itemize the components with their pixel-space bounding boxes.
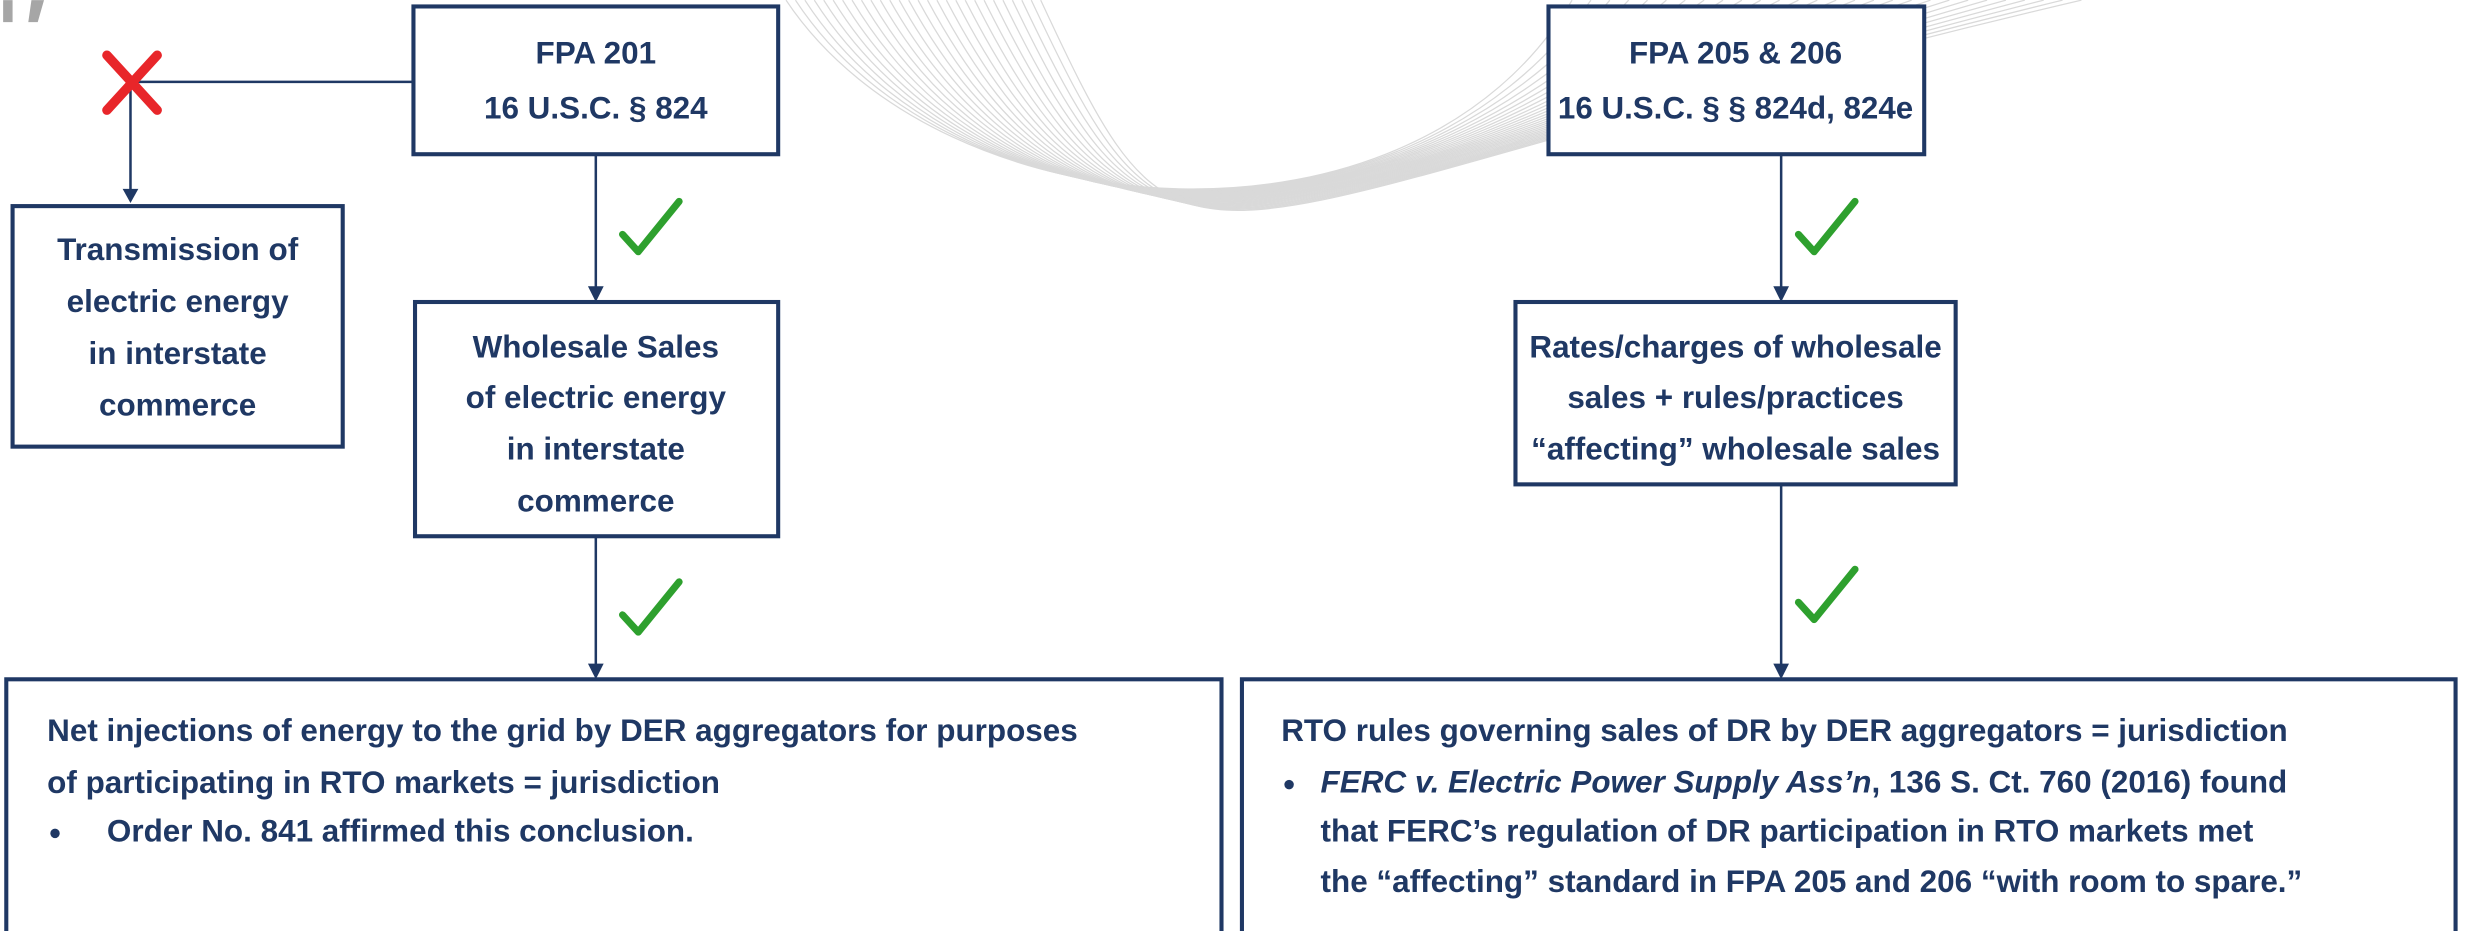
background-curve bbox=[842, 0, 1686, 194]
box-text: commerce bbox=[517, 484, 674, 519]
background-curve bbox=[823, 0, 1648, 193]
background-curve bbox=[804, 0, 1611, 191]
box-text: Net injections of energy to the grid by … bbox=[47, 713, 1078, 748]
arrow-head bbox=[122, 188, 139, 203]
box-text: FPA 201 bbox=[536, 36, 657, 71]
fpa201-box bbox=[411, 4, 781, 157]
background-curve bbox=[794, 0, 1592, 191]
arrow-head bbox=[1773, 663, 1790, 680]
citation: , 136 S. Ct. 760 (2016) found bbox=[1871, 765, 2287, 800]
wholesale-box bbox=[412, 299, 781, 539]
net-injections-box bbox=[4, 677, 1224, 931]
background-curve bbox=[832, 0, 1667, 193]
box-text: the “affecting” standard in FPA 205 and … bbox=[1321, 864, 2303, 899]
connectors bbox=[122, 80, 1790, 680]
box-text: in interstate bbox=[89, 336, 267, 371]
rto-rules-box bbox=[1239, 677, 2458, 931]
background-curve bbox=[785, 0, 1573, 190]
red-x bbox=[102, 50, 162, 115]
box-text: “affecting” wholesale sales bbox=[1531, 432, 1940, 467]
box-text: FERC v. Electric Power Supply Ass’n, 136… bbox=[1321, 765, 2288, 800]
title-fragment bbox=[3, 0, 45, 23]
check-mark bbox=[619, 578, 683, 636]
arrow-head bbox=[587, 663, 604, 680]
box-text: that FERC’s regulation of DR participati… bbox=[1321, 814, 2254, 849]
box-text: in interstate bbox=[507, 432, 685, 467]
background-curve bbox=[813, 0, 1630, 192]
box-text: 16 U.S.C. § 824 bbox=[484, 91, 708, 126]
box-text: FPA 205 & 206 bbox=[1629, 36, 1842, 71]
bullet bbox=[1284, 779, 1294, 790]
box-text: Order No. 841 affirmed this conclusion. bbox=[107, 814, 694, 849]
transmission-box bbox=[10, 204, 345, 449]
case-name: FERC v. Electric Power Supply Ass’n bbox=[1321, 765, 1872, 800]
box-text: RTO rules governing sales of DR by DER a… bbox=[1281, 713, 2288, 748]
box-text: Rates/charges of wholesale bbox=[1529, 329, 1941, 364]
box-text: of electric energy bbox=[466, 380, 727, 415]
arrow-head bbox=[587, 286, 604, 303]
box-text: 16 U.S.C. § § 824d, 824e bbox=[1558, 91, 1913, 126]
box-text: electric energy bbox=[67, 284, 289, 319]
rates-box bbox=[1513, 299, 1958, 487]
box-text: of participating in RTO markets = jurisd… bbox=[47, 765, 720, 800]
fpa205-box bbox=[1546, 4, 1927, 157]
check-mark bbox=[1794, 197, 1859, 256]
box-text: commerce bbox=[99, 388, 256, 423]
check-mark bbox=[1794, 565, 1859, 624]
box-text: Transmission of bbox=[57, 232, 299, 267]
check-mark bbox=[619, 197, 683, 256]
box-text: Wholesale Sales bbox=[473, 329, 719, 364]
arrow-head bbox=[1773, 286, 1790, 303]
box-text: sales + rules/practices bbox=[1567, 380, 1903, 415]
bullet bbox=[50, 828, 60, 839]
